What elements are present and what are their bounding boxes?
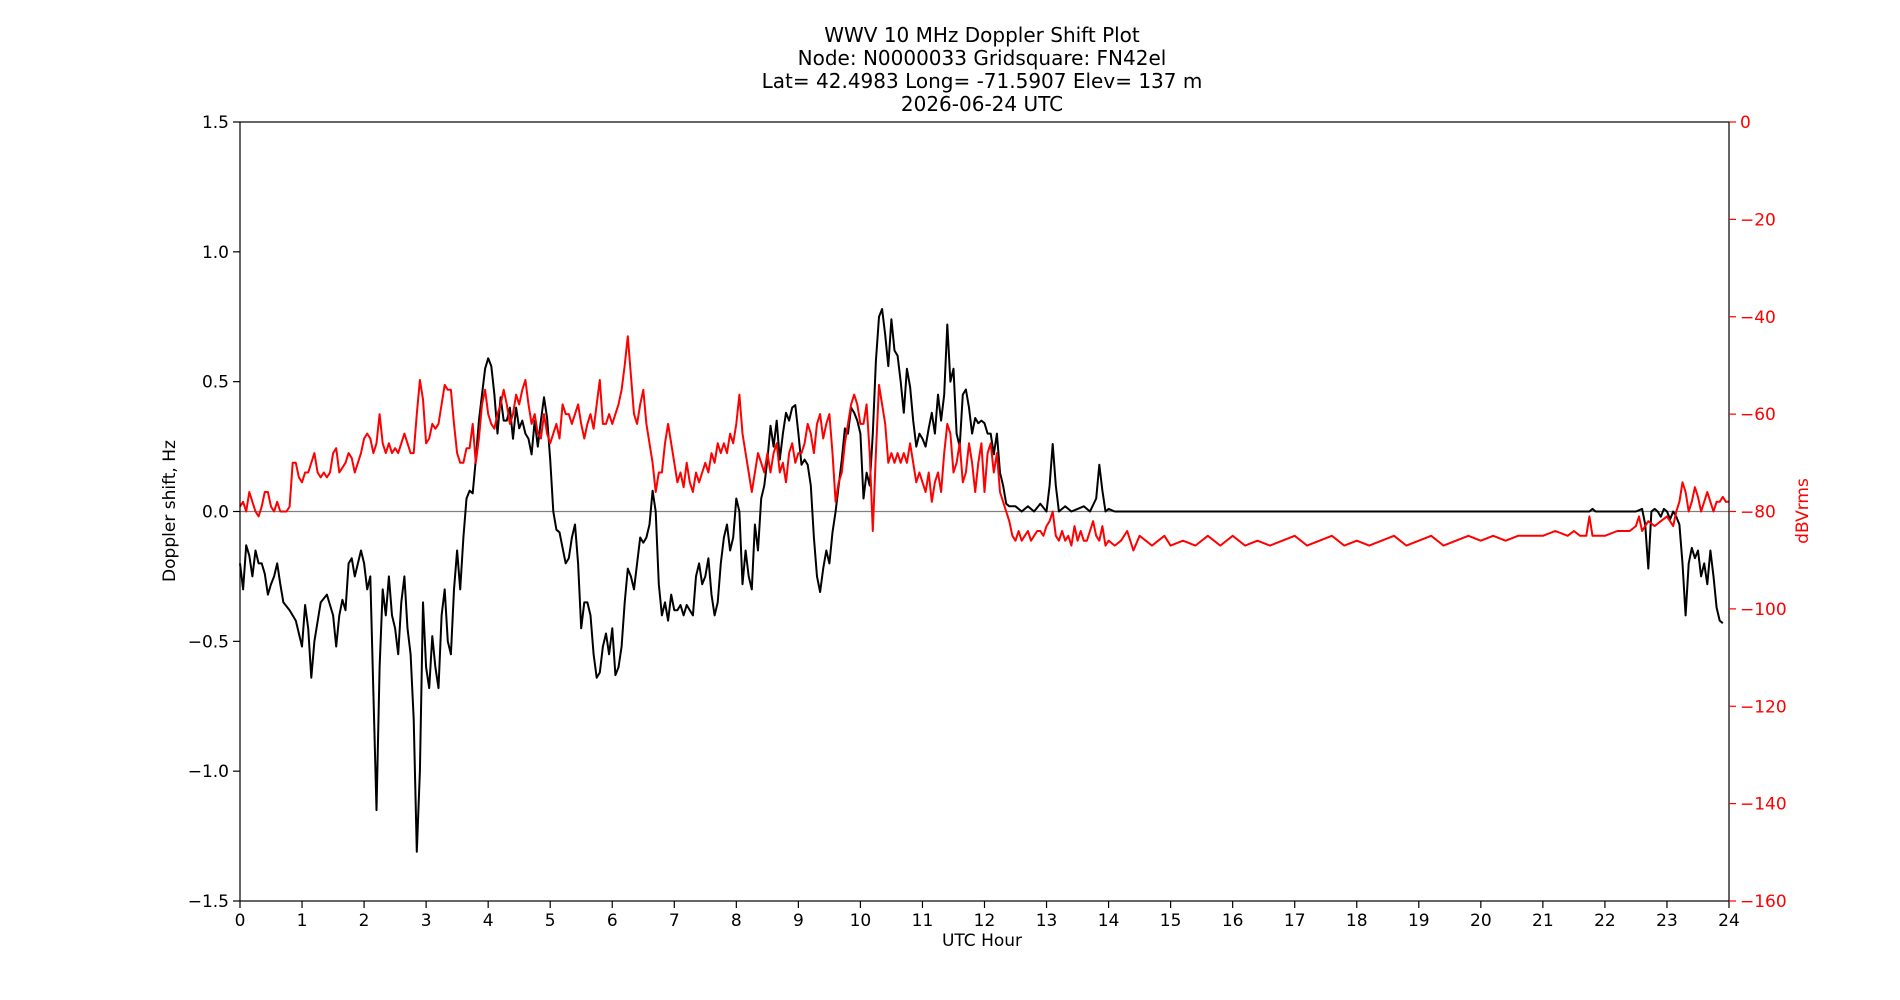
x-tick-label: 18 <box>1346 911 1368 931</box>
x-tick-label: 11 <box>912 911 934 931</box>
y2-tick-label: −120 <box>1740 697 1787 717</box>
plot-area <box>239 308 1729 853</box>
y2-tick-label: −100 <box>1740 600 1787 620</box>
x-tick-label: 15 <box>1160 911 1182 931</box>
axes: 0 1 2 3 4 5 6 7 8 9 10 11 12 13 14 15 16 17 18 19 20 21 22 23 24… <box>188 113 1787 931</box>
y-tick-label: −1.5 <box>188 892 229 912</box>
x-tick-label: 10 <box>850 911 872 931</box>
y2-tick-label: −80 <box>1740 503 1776 523</box>
power-series-line <box>239 335 1729 552</box>
y-axis-label: Doppler shift, Hz <box>160 440 180 582</box>
y2-tick-label: 0 <box>1740 113 1751 133</box>
x-tick-label: 16 <box>1222 911 1244 931</box>
x-tick-label: 22 <box>1594 911 1616 931</box>
x-tick-label: 9 <box>793 911 804 931</box>
x-tick-label: 2 <box>359 911 370 931</box>
x-tick-label: 8 <box>731 911 742 931</box>
y-tick-label: −1.0 <box>188 762 229 782</box>
chart-title: WWV 10 MHz Doppler Shift Plot Node: N000… <box>762 23 1203 116</box>
doppler-series-line <box>239 308 1724 853</box>
x-tick-label: 7 <box>669 911 680 931</box>
title-line-3: Lat= 42.4983 Long= -71.5907 Elev= 137 m <box>762 69 1203 93</box>
y-tick-label: 1.0 <box>202 243 229 263</box>
x-tick-label: 1 <box>297 911 308 931</box>
x-tick-label: 5 <box>545 911 556 931</box>
x-tick-label: 12 <box>974 911 996 931</box>
x-tick-label: 0 <box>235 911 246 931</box>
y-tick-label: −0.5 <box>188 632 229 652</box>
y2-axis-label: dBVrms <box>1793 478 1813 544</box>
y-tick-label: 1.5 <box>202 113 229 133</box>
x-tick-label: 17 <box>1284 911 1306 931</box>
x-tick-label: 23 <box>1656 911 1678 931</box>
y-tick-label: 0.0 <box>202 503 229 523</box>
x-tick-label: 20 <box>1470 911 1492 931</box>
title-line-1: WWV 10 MHz Doppler Shift Plot <box>824 23 1140 47</box>
y2-tick-label: −40 <box>1740 308 1776 328</box>
y-tick-label: 0.5 <box>202 373 229 393</box>
title-line-4: 2026-06-24 UTC <box>901 92 1063 116</box>
x-tick-label: 21 <box>1532 911 1554 931</box>
y2-tick-label: −60 <box>1740 405 1776 425</box>
x-tick-label: 19 <box>1408 911 1430 931</box>
x-tick-label: 14 <box>1098 911 1120 931</box>
x-tick-label: 13 <box>1036 911 1058 931</box>
y2-tick-label: −140 <box>1740 795 1787 815</box>
y2-tick-label: −160 <box>1740 892 1787 912</box>
x-tick-label: 6 <box>607 911 618 931</box>
y2-tick-label: −20 <box>1740 210 1776 230</box>
x-axis-label: UTC Hour <box>942 931 1022 951</box>
x-tick-label: 24 <box>1718 911 1740 931</box>
x-tick-label: 3 <box>421 911 432 931</box>
title-line-2: Node: N0000033 Gridsquare: FN42el <box>798 46 1167 70</box>
x-tick-label: 4 <box>483 911 494 931</box>
